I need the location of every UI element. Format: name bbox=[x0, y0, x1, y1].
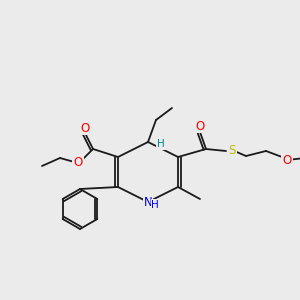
Text: O: O bbox=[80, 122, 90, 134]
Text: N: N bbox=[144, 196, 152, 208]
Text: O: O bbox=[74, 157, 82, 169]
Text: O: O bbox=[195, 119, 205, 133]
Text: H: H bbox=[157, 139, 165, 149]
Text: S: S bbox=[228, 143, 236, 157]
Text: O: O bbox=[282, 154, 292, 166]
Text: H: H bbox=[151, 200, 159, 210]
